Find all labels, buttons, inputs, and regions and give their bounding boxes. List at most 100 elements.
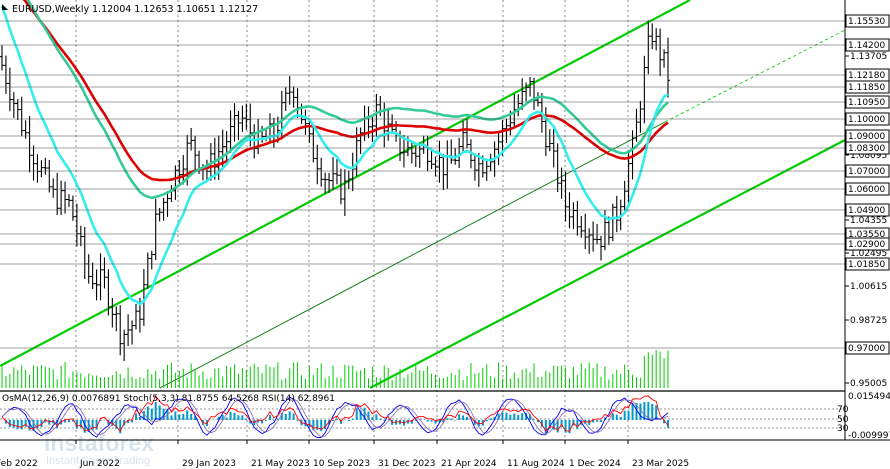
price-bar [563, 171, 568, 222]
osc-axis-top: 0.0154942 [848, 392, 890, 402]
price-bar [587, 228, 592, 254]
price-bar [334, 159, 339, 185]
price-bar [472, 153, 477, 181]
price-bar [401, 134, 406, 168]
price-bar [622, 180, 627, 211]
mid-channel-extension [664, 29, 846, 123]
price-bar [370, 117, 375, 142]
level-box [845, 257, 890, 271]
price-bar [327, 172, 332, 193]
price-bar [161, 197, 166, 221]
level-label: 1.12180 [848, 71, 885, 81]
price-bar [39, 160, 44, 178]
price-bar [287, 76, 292, 105]
price-bar [319, 157, 324, 187]
price-bar [133, 304, 138, 330]
price-bar [165, 190, 170, 217]
price-bar [524, 82, 529, 102]
level-box [845, 341, 890, 355]
level-box [845, 80, 890, 94]
level-box [845, 38, 890, 52]
osc-level-label: 50 [837, 415, 849, 425]
indicator-label: OsMA(12,26,9) 0.0076891 Stoch(5,3,3) 81.… [2, 394, 335, 404]
price-bar [437, 140, 442, 183]
time-label: 1 Dec 2024 [569, 459, 621, 469]
rsi-line [1, 395, 669, 433]
price-bar [145, 252, 150, 289]
level-box [845, 203, 890, 217]
level-label: 1.10000 [848, 115, 885, 125]
price-bar [417, 142, 422, 168]
price-bar [591, 221, 596, 252]
price-bar [654, 28, 659, 51]
price-bar [114, 306, 119, 332]
price-bar [98, 253, 103, 301]
price-axis: 1.13705 1.08095 1.04355 1.02495 1.00615 0.987… [0, 14, 890, 389]
price-bar [666, 37, 670, 98]
level-label: 1.11850 [848, 83, 885, 93]
volume-bars [1, 350, 669, 388]
price-bar [51, 178, 56, 198]
osc-axis-bottom: -0.0099979 [848, 431, 890, 441]
mid-channel-line [159, 121, 666, 389]
price-bar [0, 45, 4, 71]
time-label: 23 Mar 2025 [632, 459, 689, 469]
price-bar [66, 194, 71, 207]
price-bar [646, 20, 651, 75]
price-bar [228, 110, 233, 153]
price-bar [94, 269, 99, 301]
price-bar [27, 116, 32, 173]
price-bar [19, 96, 24, 137]
level-label: 1.08300 [848, 144, 885, 154]
price-bar [571, 202, 576, 230]
level-box [845, 14, 890, 28]
price-label: 1.04355 [850, 216, 887, 226]
price-bar [358, 127, 363, 155]
level-label: 1.03550 [848, 230, 885, 240]
price-bar [11, 92, 16, 118]
ema-green-line [26, 0, 669, 200]
price-bar [236, 111, 241, 141]
price-bar [642, 55, 647, 124]
level-box [845, 182, 890, 196]
osc-level-label: 70 [837, 405, 849, 415]
price-bar [346, 170, 351, 189]
level-label: 1.14200 [848, 41, 885, 51]
time-label: 29 Jan 2023 [182, 459, 236, 469]
time-label: Jun 2022 [79, 459, 120, 469]
price-bar [23, 120, 28, 139]
price-bar [90, 262, 95, 289]
price-bar [153, 198, 158, 261]
time-label: 21 Apr 2024 [441, 459, 497, 469]
price-bar [342, 169, 347, 216]
price-label: 1.02495 [850, 249, 887, 259]
price-bar [465, 119, 470, 149]
level-label: 1.09000 [848, 132, 885, 142]
price-label: 1.08095 [850, 151, 887, 161]
price-bar [141, 269, 146, 326]
price-bar [476, 152, 481, 187]
price-bar [122, 329, 127, 361]
price-bar [535, 92, 540, 107]
time-label: 11 Aug 2024 [507, 459, 565, 469]
collapse-arrow-icon[interactable] [2, 4, 8, 10]
price-bar [149, 250, 154, 270]
price-bar [283, 87, 288, 111]
price-label: 1.13705 [850, 52, 887, 62]
level-box [845, 95, 890, 109]
price-bar [55, 172, 60, 216]
price-bar [433, 156, 438, 177]
price-bar [291, 86, 296, 108]
price-label: 1.00615 [850, 282, 887, 292]
price-bar [189, 127, 194, 151]
level-label: 1.04900 [848, 206, 885, 216]
ema-red-line [22, 0, 669, 182]
price-bar [658, 28, 663, 77]
level-label: 1.10950 [848, 98, 885, 108]
price-bar [500, 120, 505, 156]
price-bar [110, 297, 115, 328]
price-bar [599, 235, 604, 261]
price-bar [118, 305, 123, 356]
